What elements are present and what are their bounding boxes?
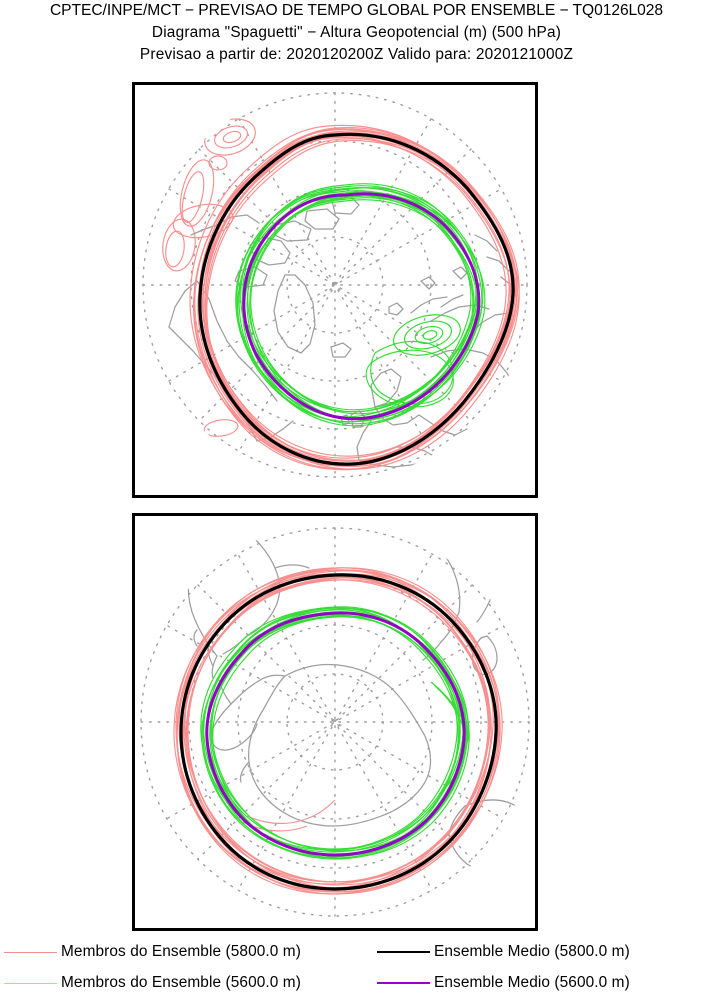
map-panel-southern-hemisphere[interactable]	[132, 513, 538, 931]
legend-label-mean-5800: Ensemble Medio (5800.0 m)	[434, 943, 630, 960]
line-swatch-icon-mean-5800	[377, 951, 430, 953]
north-hemisphere-map	[142, 92, 528, 478]
legend-item-mean-5800[interactable]: Ensemble Medio (5800.0 m)	[377, 943, 630, 961]
chart-title-block: CPTEC/INPE/MCT − PREVISAO DE TEMPO GLOBA…	[0, 0, 713, 66]
title-line-3: Previsao a partir de: 2020120200Z Valido…	[139, 46, 574, 63]
ensemble-members-5600-north	[235, 183, 486, 427]
line-swatch-icon-members-5600	[4, 982, 57, 984]
legend-item-members-5800[interactable]: Membros do Ensemble (5800.0 m)	[4, 943, 301, 961]
line-swatch-icon-members-5800	[4, 951, 57, 953]
title-line-1: CPTEC/INPE/MCT − PREVISAO DE TEMPO GLOBA…	[49, 2, 664, 19]
legend-row-5600: Membros do Ensemble (5600.0 m) Ensemble …	[0, 969, 713, 997]
legend-label-members-5800: Membros do Ensemble (5800.0 m)	[61, 943, 301, 960]
title-line-2: Diagrama "Spaguetti" − Altura Geopotenci…	[151, 24, 562, 41]
line-swatch-icon-mean-5600	[377, 982, 430, 984]
ensemble-mean-5800-south	[179, 573, 498, 891]
ensemble-mean-5600-north	[242, 192, 481, 421]
south-hemisphere-map	[140, 526, 532, 920]
ensemble-mean-5800-north	[198, 132, 515, 466]
legend-label-mean-5600: Ensemble Medio (5600.0 m)	[434, 974, 630, 991]
ensemble-mean-5600-south	[205, 611, 466, 857]
legend-label-members-5600: Membros do Ensemble (5600.0 m)	[61, 974, 301, 991]
legend-row-5800: Membros do Ensemble (5800.0 m) Ensemble …	[0, 938, 713, 966]
legend-item-members-5600[interactable]: Membros do Ensemble (5600.0 m)	[4, 974, 301, 992]
legend-item-mean-5600[interactable]: Ensemble Medio (5600.0 m)	[377, 974, 630, 992]
map-panel-northern-hemisphere[interactable]	[132, 82, 538, 498]
chart-legend: Membros do Ensemble (5800.0 m) Ensemble …	[0, 938, 713, 1001]
